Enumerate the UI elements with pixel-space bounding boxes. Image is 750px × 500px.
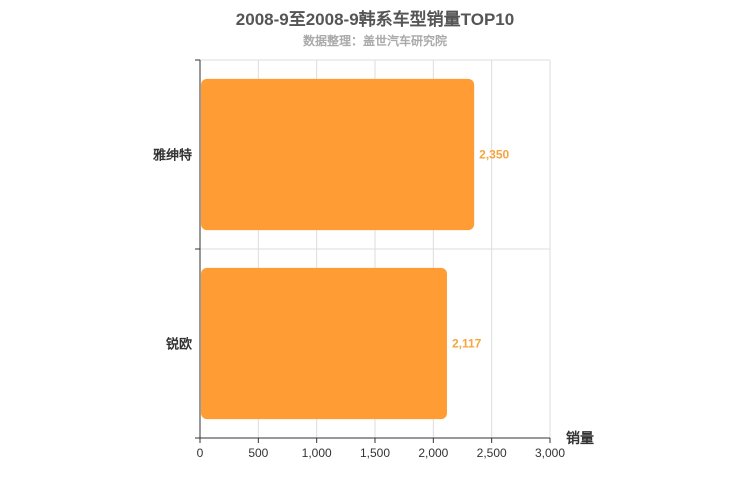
x-tick-label: 3,000 xyxy=(535,446,565,460)
chart-subtitle: 数据整理：盖世汽车研究院 xyxy=(302,34,447,48)
bar xyxy=(201,267,447,420)
bar xyxy=(201,78,475,231)
x-tick-label: 500 xyxy=(248,446,268,460)
x-tick-label: 1,500 xyxy=(360,446,390,460)
axes-group xyxy=(195,59,551,443)
category-label: 雅绅特 xyxy=(153,148,192,163)
x-tick-label: 2,500 xyxy=(477,446,507,460)
x-tick-label: 2,000 xyxy=(418,446,448,460)
labels-group: 0 500 1,000 1,500 2,000 2,500 3,000 雅绅特 2,350 锐欧 2… xyxy=(153,148,594,461)
x-tick-label: 1,000 xyxy=(302,446,332,460)
x-axis-title: 销量 xyxy=(566,430,594,446)
data-label: 2,117 xyxy=(452,337,482,351)
data-label: 2,350 xyxy=(479,148,509,162)
chart-title: 2008-9至2008-9韩系车型销量TOP10 xyxy=(235,10,515,29)
bars-group xyxy=(201,78,475,420)
category-label: 锐欧 xyxy=(166,337,192,352)
x-tick-label: 0 xyxy=(197,446,204,460)
